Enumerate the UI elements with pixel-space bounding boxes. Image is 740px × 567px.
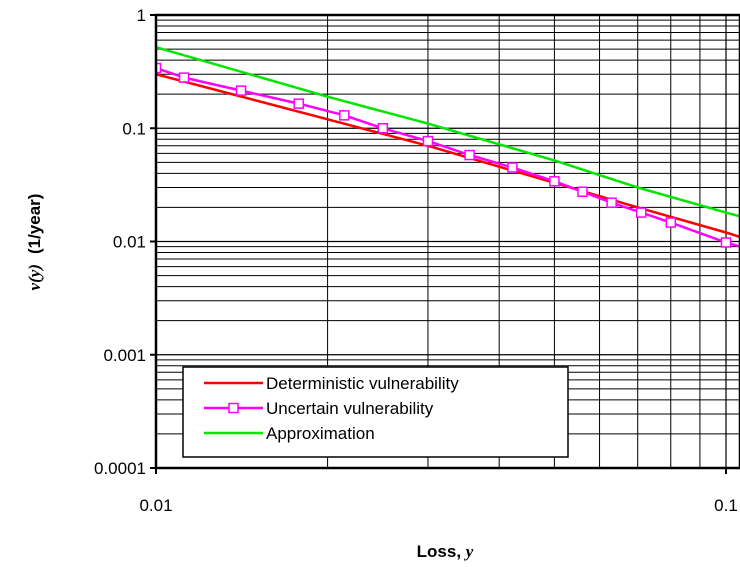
legend: Deterministic vulnerability Uncertain vul… (182, 366, 569, 458)
series-point-uncertain-vulnerability (293, 98, 304, 109)
series-point-uncertain-vulnerability (549, 176, 560, 187)
y-tick-label: 0.1 (122, 119, 146, 138)
series-point-uncertain-vulnerability (606, 197, 617, 208)
x-axis-label: Loss, y (417, 542, 474, 561)
series-point-uncertain-vulnerability (665, 217, 677, 228)
y-tick-label: 1 (137, 6, 146, 25)
legend-marker-uncertain-vulnerability (228, 402, 239, 414)
y-tick-label: 0.01 (113, 233, 146, 252)
legend-label-uncertain-vulnerability: Uncertain vulnerability (266, 399, 434, 418)
series-line-uncertain-vulnerability (156, 66, 740, 248)
series-point-uncertain-vulnerability (422, 135, 434, 147)
series-point-uncertain-vulnerability (377, 123, 389, 134)
legend-label-approximation: Approximation (266, 424, 375, 443)
series-point-uncertain-vulnerability (464, 149, 475, 161)
x-tick-label: 0.01 (139, 496, 172, 515)
y-tick-label: 0.0001 (94, 459, 146, 478)
series-point-uncertain-vulnerability (235, 85, 247, 96)
y-axis-label: ν(y)(1/year) (25, 194, 44, 291)
series-point-uncertain-vulnerability (720, 237, 732, 248)
y-tick-label: 0.001 (103, 346, 146, 365)
axis-labels: Loss, y ν(y)(1/year) (25, 194, 474, 561)
series-point-uncertain-vulnerability (635, 207, 647, 218)
series-point-uncertain-vulnerability (507, 162, 518, 173)
series-point-uncertain-vulnerability (339, 110, 350, 121)
series-point-uncertain-vulnerability (577, 186, 588, 197)
series-point-uncertain-vulnerability (156, 62, 162, 74)
x-tick-label: 0.1 (714, 496, 738, 515)
legend-label-deterministic-vulnerability: Deterministic vulnerability (266, 374, 459, 393)
series-layer (156, 45, 740, 248)
series-point-uncertain-vulnerability (178, 72, 190, 83)
plot-frame (150, 13, 740, 474)
series-line-approximation (156, 45, 740, 218)
